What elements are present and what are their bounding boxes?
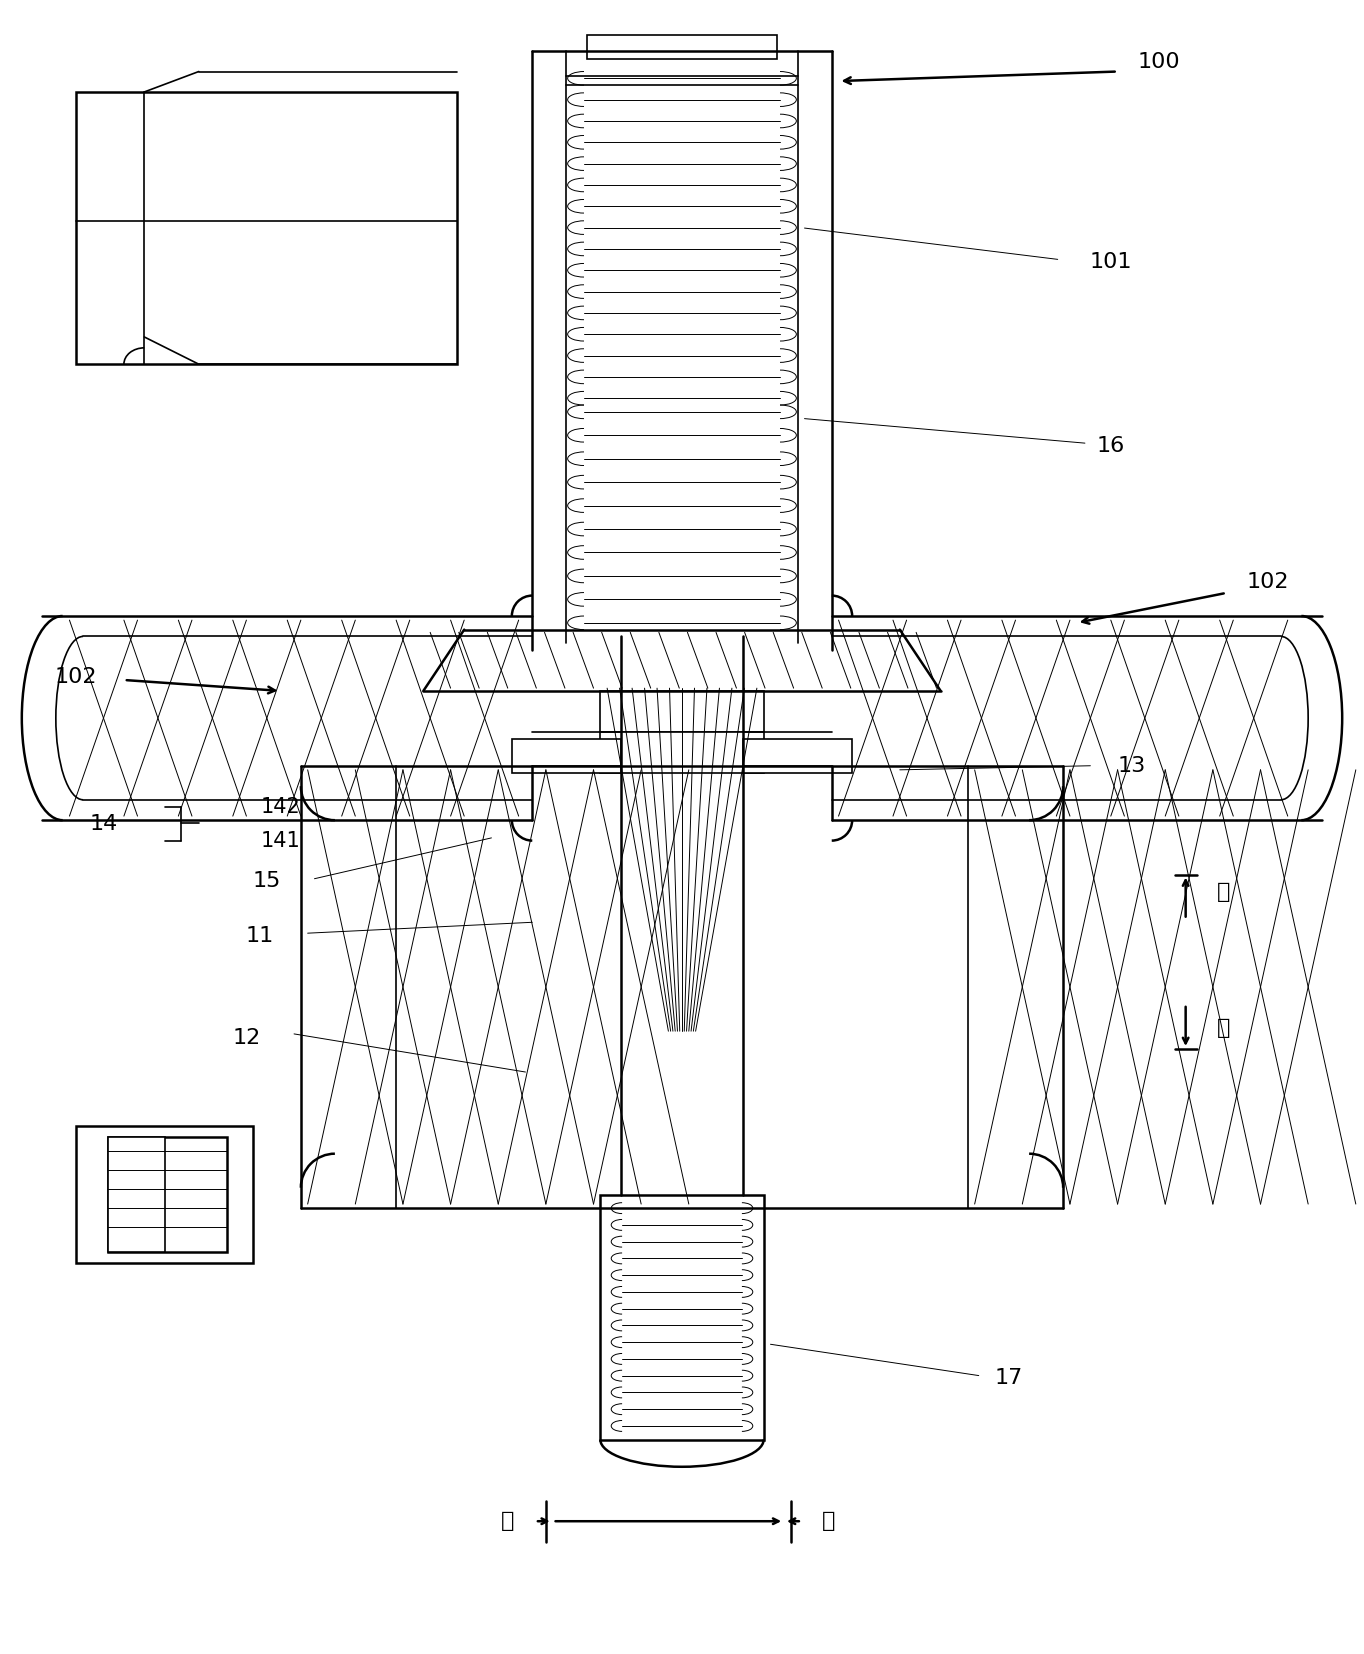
Text: 101: 101 (1090, 251, 1132, 273)
Text: 11: 11 (246, 926, 274, 946)
Text: 下: 下 (1217, 1019, 1230, 1039)
Bar (600, 731, 764, 772)
Bar (108, 1138, 165, 1252)
Bar (587, 35, 777, 60)
Text: 100: 100 (1138, 51, 1180, 73)
Text: 16: 16 (1097, 437, 1125, 457)
Bar (76, 93, 457, 364)
Text: 上: 上 (1217, 882, 1230, 903)
Bar (108, 1138, 228, 1252)
Text: 141: 141 (261, 830, 300, 850)
Text: 右: 右 (822, 1512, 836, 1532)
Text: 102: 102 (55, 667, 97, 688)
Text: 左: 左 (501, 1512, 514, 1532)
Text: 12: 12 (232, 1029, 261, 1049)
Bar (600, 1194, 764, 1439)
Text: 14: 14 (90, 814, 117, 834)
Text: 142: 142 (261, 797, 300, 817)
Bar (743, 739, 852, 772)
Bar (600, 691, 764, 731)
Bar (512, 739, 621, 772)
Text: 17: 17 (994, 1368, 1023, 1388)
Text: 102: 102 (1247, 572, 1289, 592)
Text: 15: 15 (252, 872, 281, 892)
Bar (76, 1126, 254, 1262)
Text: 13: 13 (1117, 756, 1146, 776)
